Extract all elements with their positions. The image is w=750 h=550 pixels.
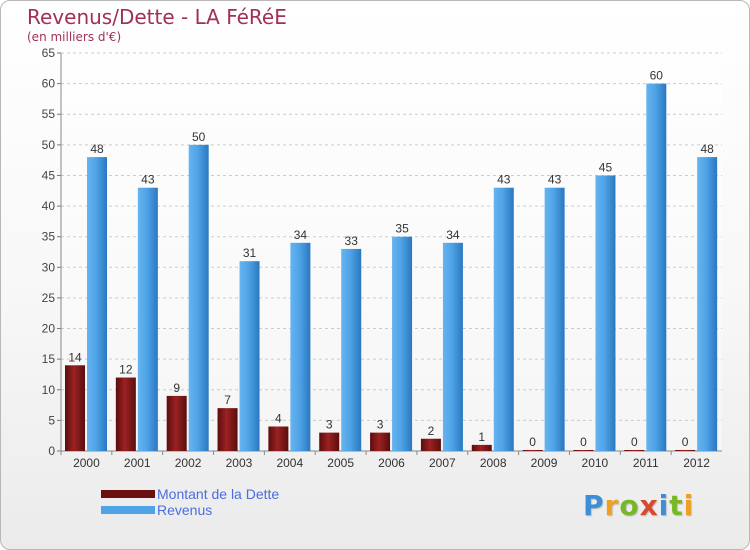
data-label-revenue: 34 <box>294 228 308 242</box>
legend-label-revenue: Revenus <box>157 502 213 518</box>
bar-debt <box>115 377 136 451</box>
bar-debt <box>675 450 696 451</box>
data-label-debt: 0 <box>631 435 638 449</box>
y-tick-label: 40 <box>42 199 56 213</box>
logo-letter: o <box>619 489 640 522</box>
bar-revenue <box>239 261 260 451</box>
bar-debt <box>370 432 391 451</box>
y-tick-label: 20 <box>42 322 56 336</box>
data-label-debt: 3 <box>377 418 384 432</box>
bar-debt <box>420 438 441 451</box>
x-tick-label: 2011 <box>633 456 659 470</box>
y-tick-label: 45 <box>42 168 56 182</box>
bar-debt <box>522 450 543 451</box>
data-label-debt: 14 <box>68 350 82 364</box>
plot-background <box>61 53 722 451</box>
data-label-revenue: 31 <box>243 246 257 260</box>
x-tick-label: 2008 <box>480 456 507 470</box>
bar-revenue <box>595 175 616 451</box>
x-tick-label: 2003 <box>226 456 253 470</box>
x-tick-label: 2002 <box>175 456 202 470</box>
data-label-revenue: 48 <box>90 142 104 156</box>
x-tick-label: 2007 <box>429 456 456 470</box>
x-tick-label: 2006 <box>378 456 405 470</box>
bar-debt <box>471 444 492 451</box>
data-label-debt: 3 <box>326 418 333 432</box>
chart-title: Revenus/Dette - LA FéRéE <box>27 5 287 29</box>
bar-revenue <box>341 248 362 451</box>
x-tick-label: 2012 <box>683 456 710 470</box>
data-label-revenue: 60 <box>650 69 664 83</box>
bar-revenue <box>87 157 107 452</box>
data-label-debt: 0 <box>529 435 536 449</box>
bar-revenue <box>137 187 158 451</box>
y-tick-label: 65 <box>42 46 56 60</box>
data-label-debt: 0 <box>682 435 689 449</box>
y-tick-label: 60 <box>42 77 56 91</box>
data-label-revenue: 48 <box>700 142 714 156</box>
bar-debt <box>268 426 289 451</box>
y-tick-label: 35 <box>42 230 56 244</box>
bar-revenue <box>442 242 463 451</box>
logo-letter: r <box>604 489 620 522</box>
data-label-revenue: 50 <box>192 130 206 144</box>
x-tick-label: 2001 <box>124 456 151 470</box>
y-tick-label: 55 <box>42 107 56 121</box>
logo-letter: P <box>583 489 605 522</box>
logo-letter: i <box>683 489 695 522</box>
y-tick-label: 5 <box>48 413 55 427</box>
bar-revenue <box>493 187 514 451</box>
bar-revenue <box>290 242 311 451</box>
bar-debt <box>217 408 238 451</box>
bar-revenue <box>544 187 565 451</box>
data-label-debt: 2 <box>428 424 435 438</box>
data-label-revenue: 43 <box>497 173 511 187</box>
bar-debt <box>319 432 340 451</box>
legend-swatch-revenue <box>101 506 155 514</box>
proxiti-logo: Proxiti <box>583 489 694 522</box>
x-tick-label: 2009 <box>531 456 558 470</box>
x-tick-label: 2010 <box>582 456 609 470</box>
y-tick-label: 25 <box>42 291 56 305</box>
logo-letter: x <box>639 489 659 522</box>
chart-subtitle: (en milliers d'€) <box>27 30 122 44</box>
data-label-debt: 7 <box>224 393 231 407</box>
data-label-revenue: 35 <box>395 222 409 236</box>
bar-debt <box>624 450 645 451</box>
x-tick-label: 2000 <box>73 456 100 470</box>
y-tick-label: 0 <box>48 444 55 458</box>
bar-debt <box>166 395 187 451</box>
data-label-revenue: 43 <box>548 173 562 187</box>
y-tick-label: 30 <box>42 260 56 274</box>
data-label-debt: 9 <box>173 381 180 395</box>
legend-swatch-debt <box>101 490 155 498</box>
legend-label-debt: Montant de la Dette <box>157 486 280 502</box>
y-tick-label: 10 <box>42 383 56 397</box>
data-label-debt: 4 <box>275 412 282 426</box>
bar-revenue <box>646 83 667 451</box>
x-tick-label: 2005 <box>327 456 354 470</box>
bar-revenue <box>697 157 718 452</box>
data-label-revenue: 43 <box>141 173 155 187</box>
logo-letter: t <box>669 489 684 522</box>
x-tick-label: 2004 <box>276 456 303 470</box>
data-label-debt: 12 <box>119 363 133 377</box>
logo-letter: i <box>658 489 670 522</box>
bar-revenue <box>392 236 413 451</box>
y-tick-label: 50 <box>42 138 56 152</box>
data-label-revenue: 34 <box>446 228 460 242</box>
bar-debt <box>65 365 85 451</box>
data-label-debt: 0 <box>580 435 587 449</box>
bar-revenue <box>188 144 209 451</box>
bar-debt <box>573 450 594 451</box>
y-tick-label: 15 <box>42 352 56 366</box>
data-label-debt: 1 <box>478 430 485 444</box>
data-label-revenue: 33 <box>345 234 359 248</box>
data-label-revenue: 45 <box>599 160 613 174</box>
